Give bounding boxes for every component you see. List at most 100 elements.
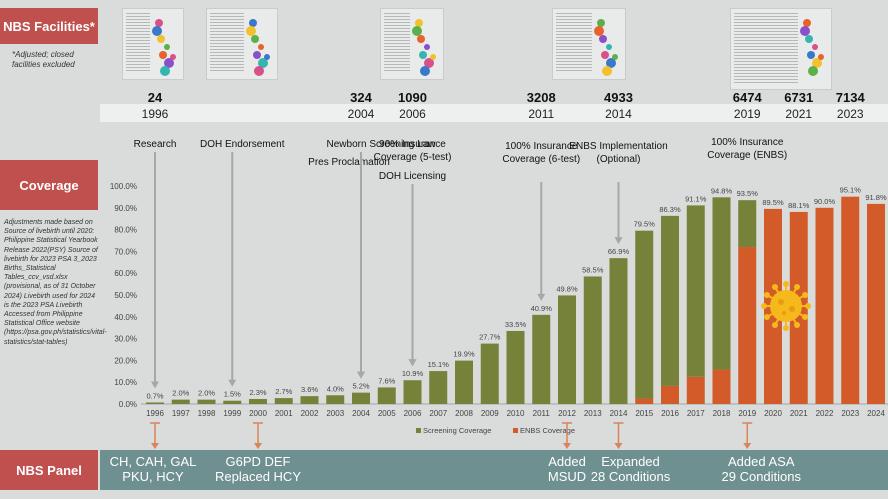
- data-label: 2.7%: [275, 387, 292, 396]
- nbs-facilities-label-text: NBS Facilities*: [3, 18, 95, 34]
- y-tick-label: 90.0%: [114, 204, 137, 213]
- data-label: 10.9%: [402, 369, 424, 378]
- philippines-map-icon: [412, 19, 436, 76]
- x-tick-label: 1999: [223, 409, 241, 418]
- x-tick-label: 2000: [249, 409, 267, 418]
- document-map-thumbnail: [730, 8, 832, 90]
- data-label: 4.0%: [327, 384, 344, 393]
- coverage-label-text: Coverage: [19, 177, 79, 193]
- facility-year: 2006: [399, 107, 426, 121]
- document-text-lines: [126, 13, 150, 73]
- panel-arrow-head: [563, 443, 571, 449]
- adjustment-note: Adjustments made based on Source of live…: [4, 219, 107, 346]
- facility-year: 2004: [347, 107, 375, 121]
- legend-swatch: [513, 428, 518, 433]
- facility-year: 2019: [733, 107, 761, 121]
- virus-spike-tip: [802, 292, 809, 298]
- y-tick-label: 0.0%: [119, 400, 137, 409]
- event-label: 100% Insurance Coverage (ENBS): [707, 137, 788, 161]
- panel-entry: CH, CAH, GAL PKU, HCY: [109, 454, 197, 484]
- document-map-thumbnail: [552, 8, 626, 80]
- data-label: 2.0%: [198, 389, 215, 398]
- facility-count: 3208: [526, 90, 556, 105]
- y-tick-label: 70.0%: [114, 247, 137, 256]
- document-text-lines: [210, 13, 244, 73]
- event-arrow-head: [614, 237, 623, 245]
- document-text-lines: [556, 13, 592, 73]
- event-arrow-head: [408, 359, 417, 367]
- event-label: Research: [133, 139, 177, 150]
- data-label: 0.7%: [146, 391, 163, 400]
- x-tick-label: 2020: [764, 409, 782, 418]
- event-label: DOH Licensing: [378, 171, 447, 182]
- event-arrow-head: [228, 379, 237, 387]
- virus-spike-tip: [763, 292, 770, 298]
- x-tick-label: 2006: [404, 409, 422, 418]
- data-label: 66.9%: [608, 247, 630, 256]
- data-label: 88.1%: [788, 201, 810, 210]
- facility-year: 2011: [528, 107, 555, 121]
- bar-screening: [532, 314, 551, 404]
- facility-count: 1090: [398, 90, 427, 105]
- legend-label: ENBS Coverage: [520, 426, 575, 435]
- bar-enbs: [815, 207, 834, 404]
- bar-enbs: [712, 369, 731, 404]
- x-tick-label: 2022: [816, 409, 834, 418]
- facility-year-band: [100, 104, 888, 122]
- legend-label: Screening Coverage: [423, 426, 491, 435]
- facility-count: 6731: [784, 90, 814, 105]
- bar-enbs: [841, 196, 860, 404]
- data-label: 86.3%: [659, 205, 681, 214]
- event-label: ENBS Implementation (Optional): [569, 141, 668, 165]
- panel-entry: Added MSUD: [547, 454, 587, 484]
- event-arrow-head: [357, 371, 365, 379]
- x-tick-label: 2009: [481, 409, 499, 418]
- panel-arrow-head: [743, 443, 752, 449]
- event-label: 100% Insurance Coverage (6-test): [502, 141, 581, 165]
- y-tick-label: 100.0%: [110, 182, 137, 191]
- bar-screening: [506, 330, 525, 404]
- virus-spot: [782, 311, 786, 315]
- bar-enbs: [738, 247, 757, 404]
- data-label: 90.0%: [814, 197, 836, 206]
- facility-year: 2023: [836, 107, 864, 121]
- virus-spike-tip: [772, 283, 778, 290]
- x-tick-label: 2023: [841, 409, 859, 418]
- bar-screening: [583, 276, 602, 404]
- x-tick-label: 2003: [326, 409, 344, 418]
- bar-screening: [455, 360, 473, 404]
- event-label: Newborn Screening Law: [326, 139, 436, 150]
- event-label: DOH Endorsement: [200, 139, 285, 150]
- virus-spike-tip: [794, 322, 800, 329]
- bar-screening: [712, 197, 731, 370]
- virus-spike-tip: [805, 303, 811, 309]
- virus-spike-tip: [761, 303, 767, 309]
- y-tick-label: 30.0%: [114, 335, 137, 344]
- facility-count: 324: [350, 90, 372, 105]
- virus-spike-tip: [794, 283, 800, 290]
- panel-arrow-head: [151, 443, 159, 449]
- data-label: 89.5%: [762, 198, 784, 207]
- document-map-thumbnail: [122, 8, 184, 80]
- y-tick-label: 60.0%: [114, 269, 137, 278]
- data-label: 5.2%: [352, 382, 369, 391]
- data-label: 7.6%: [378, 376, 395, 385]
- coverage-label: Coverage: [0, 160, 98, 210]
- bar-screening: [686, 205, 705, 377]
- nbs-facilities-label: NBS Facilities*: [0, 8, 98, 44]
- data-label: 79.5%: [634, 220, 656, 229]
- y-tick-label: 10.0%: [114, 378, 137, 387]
- data-label: 58.5%: [582, 265, 604, 274]
- facility-count: 7134: [835, 90, 865, 105]
- x-tick-label: 2017: [687, 409, 705, 418]
- bar-screening: [661, 215, 679, 386]
- philippines-map-icon: [594, 19, 618, 76]
- data-label: 49.8%: [556, 284, 578, 293]
- panel-entry: G6PD DEF Replaced HCY: [215, 454, 301, 484]
- x-tick-label: 1997: [172, 409, 190, 418]
- virus-body: [770, 290, 802, 322]
- y-tick-label: 80.0%: [114, 226, 137, 235]
- data-label: 15.1%: [428, 360, 450, 369]
- nbs-panel-label: NBS Panel: [0, 450, 98, 490]
